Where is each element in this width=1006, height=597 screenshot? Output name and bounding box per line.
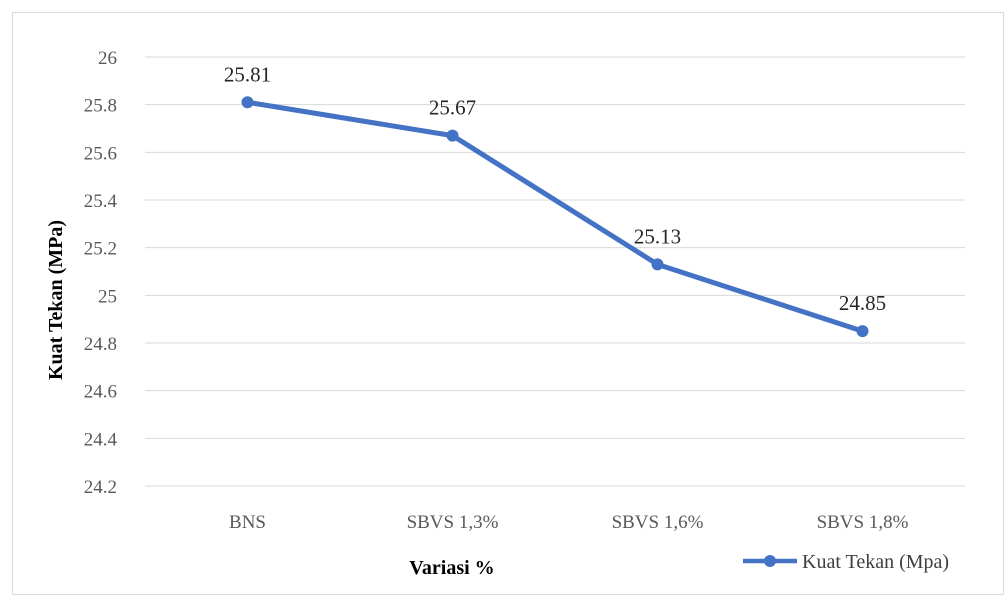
y-tick-label: 25.6 [84, 143, 117, 164]
data-labels: 25.81 25.67 25.13 24.85 [224, 62, 886, 315]
y-axis-ticks: 24.2 24.4 24.6 24.8 25 25.2 25.4 25.6 25.8 26 [84, 48, 118, 498]
x-tick-label: BNS [229, 512, 266, 533]
y-tick-label: 25.8 [84, 96, 117, 117]
x-tick-label: SBVS 1,6% [612, 512, 704, 533]
legend-marker-icon [764, 555, 776, 567]
data-point [856, 325, 869, 338]
data-label: 24.85 [839, 291, 886, 315]
y-tick-label: 24.8 [84, 334, 117, 355]
series-kuat-tekan [241, 96, 869, 338]
x-tick-label: SBVS 1,3% [407, 512, 499, 533]
y-tick-label: 24.6 [84, 382, 117, 403]
y-tick-label: 26 [98, 48, 117, 69]
y-tick-label: 25.4 [84, 191, 118, 212]
x-axis-ticks: BNS SBVS 1,3% SBVS 1,6% SBVS 1,8% [229, 512, 909, 533]
legend: Kuat Tekan (Mpa) [743, 551, 949, 573]
data-label: 25.13 [634, 224, 681, 248]
y-tick-label: 24.4 [84, 429, 118, 450]
y-tick-label: 25.2 [84, 239, 117, 260]
series-line [245, 99, 865, 334]
data-point [651, 258, 664, 271]
data-point [446, 129, 459, 142]
x-axis-title: Variasi % [409, 557, 494, 579]
y-tick-label: 24.2 [84, 477, 117, 498]
chart-frame [12, 12, 1004, 595]
gridlines [145, 56, 965, 487]
data-label: 25.81 [224, 62, 271, 86]
y-axis-title: Kuat Tekan (MPa) [45, 220, 67, 380]
y-tick-label: 25 [98, 286, 117, 307]
legend-label: Kuat Tekan (Mpa) [802, 551, 949, 573]
data-point [241, 96, 254, 109]
data-label: 25.67 [429, 96, 476, 120]
x-tick-label: SBVS 1,8% [817, 512, 909, 533]
